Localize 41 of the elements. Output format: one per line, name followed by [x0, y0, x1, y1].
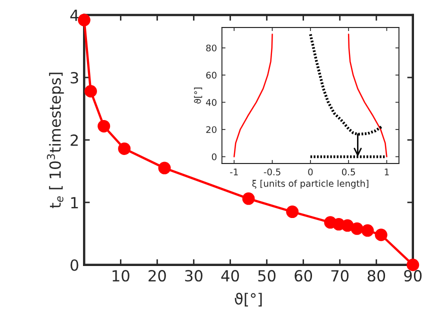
- point: [78, 14, 90, 26]
- y-tick-label: 80: [206, 44, 216, 52]
- y-tick-label: 0: [70, 259, 78, 271]
- point: [341, 219, 354, 232]
- y-axis-title: ϑ[°]: [194, 88, 202, 104]
- point: [118, 142, 131, 155]
- x-tick-label: 90: [404, 270, 422, 282]
- x-tick-label: 80: [368, 270, 386, 282]
- point: [374, 228, 388, 242]
- y-tick-label: 3: [70, 72, 78, 84]
- point: [242, 192, 255, 205]
- point: [350, 222, 364, 235]
- x-tick-label: 20: [148, 270, 166, 282]
- y-tick-label: 2: [70, 134, 78, 146]
- y-tick-label: 0: [212, 153, 216, 160]
- x-tick-label: 70: [331, 270, 349, 282]
- x-tick-label: -1: [230, 168, 238, 176]
- x-tick-label: -0.5: [264, 168, 280, 176]
- x-axis-title: ξ [units of particle length]: [252, 180, 368, 189]
- x-tick-label: 50: [258, 270, 276, 282]
- point: [361, 224, 374, 237]
- x-tick-label: 1: [384, 168, 389, 176]
- x-tick-label: 0: [308, 168, 313, 176]
- x-tick-label: 0.5: [342, 168, 355, 176]
- x-tick-label: 10: [112, 270, 130, 282]
- x-tick-label: 30: [185, 270, 202, 282]
- y-tick-label: 20: [206, 126, 216, 134]
- y-tick-label: 40: [206, 99, 216, 106]
- y-tick-label: 4: [70, 10, 78, 21]
- point: [98, 120, 110, 132]
- point: [158, 162, 171, 174]
- y-tick-label: 1: [71, 197, 78, 208]
- point: [84, 84, 97, 98]
- line-series: [348, 34, 388, 158]
- x-tick-label: 40: [221, 270, 239, 282]
- y-axis-title: t$_{e}$ [ 10$^{3}$timesteps]: [46, 72, 64, 208]
- y-tick-label: 60: [206, 72, 216, 79]
- x-axis-title: ϑ[°]: [234, 292, 262, 306]
- point: [286, 206, 299, 218]
- x-tick-label: 60: [294, 270, 312, 282]
- line-series: [234, 34, 273, 158]
